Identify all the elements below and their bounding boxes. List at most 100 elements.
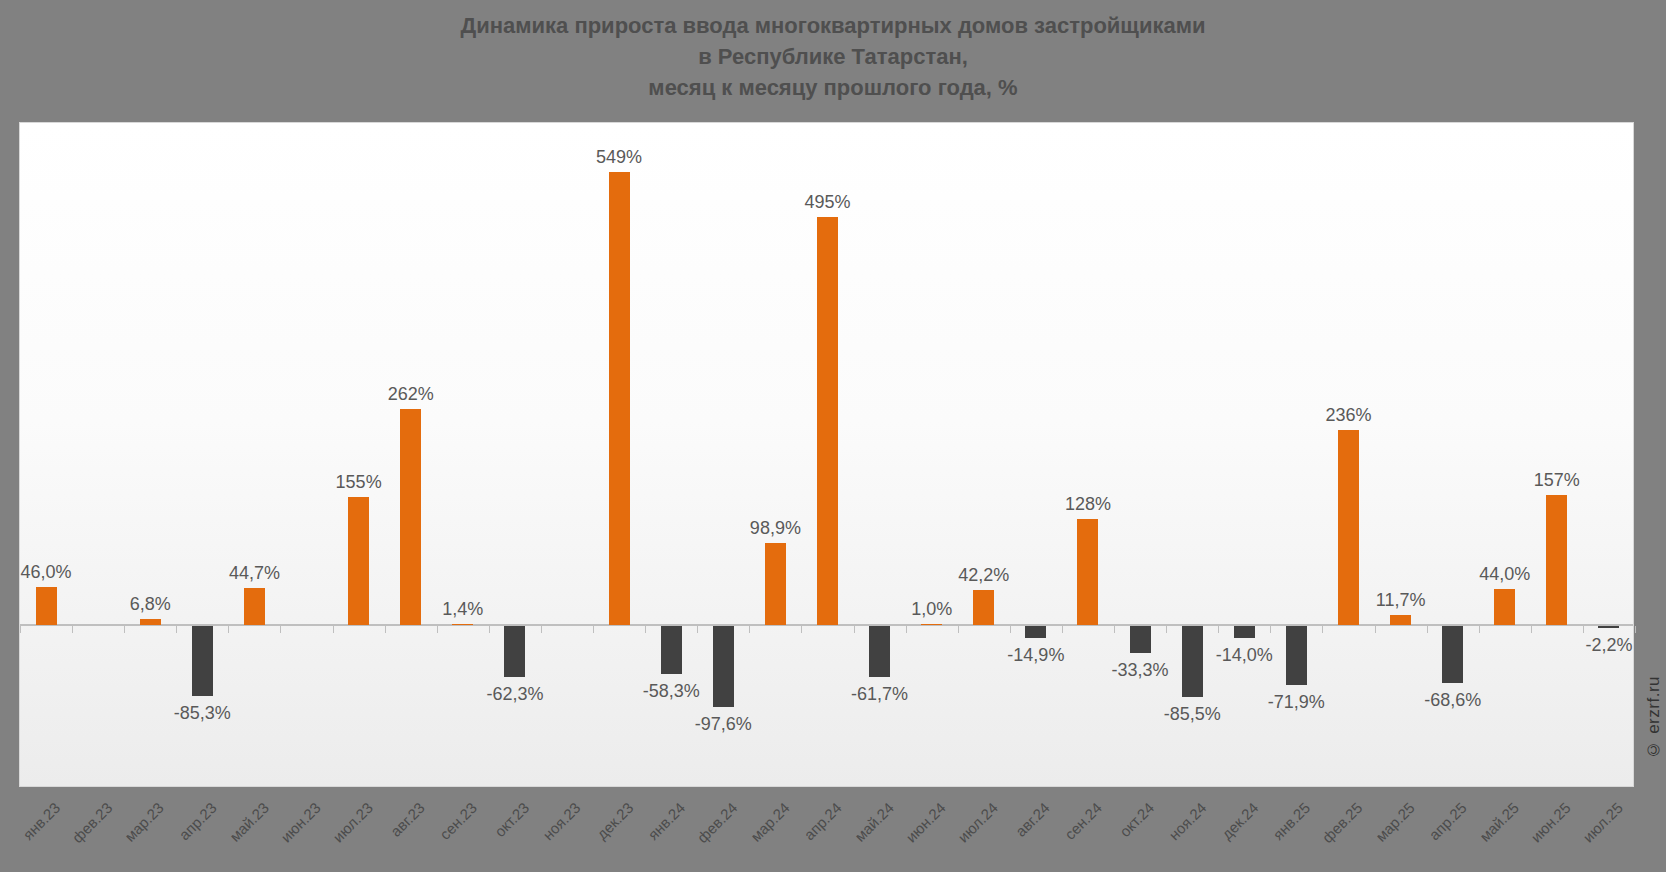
bar-value-label: 11,7%: [1376, 590, 1426, 610]
x-axis-tick: [437, 626, 438, 633]
x-axis-tick: [333, 626, 334, 633]
bar-negative: [1234, 626, 1255, 638]
bar-value-label: 44,0%: [1479, 564, 1530, 584]
bar-positive: [400, 409, 421, 625]
bar-positive: [1338, 430, 1359, 625]
bar-positive: [1077, 519, 1098, 625]
bar-positive: [244, 588, 265, 625]
bar-value-label: 236%: [1325, 405, 1371, 425]
x-tick-label: фев.23: [68, 799, 115, 846]
x-tick-label: июн.25: [1527, 799, 1574, 846]
bar-positive: [348, 497, 369, 625]
watermark: © erzrf.ru: [1644, 676, 1664, 759]
bar-negative: [1286, 626, 1307, 685]
x-axis-tick: [593, 626, 594, 633]
x-axis-tick: [1635, 626, 1636, 633]
bar-value-label: -14,9%: [1007, 645, 1064, 665]
x-tick-label: янв.23: [19, 799, 63, 843]
x-axis-tick: [1427, 626, 1428, 633]
x-axis-tick: [1531, 626, 1532, 633]
bar-positive: [36, 587, 57, 625]
x-tick-label: май.24: [851, 799, 897, 845]
bar-value-label: 46,0%: [21, 562, 72, 582]
x-tick-label: мар.23: [121, 799, 167, 845]
x-tick-label: янв.25: [1269, 799, 1313, 843]
x-axis-tick: [72, 626, 73, 633]
plot-area: 46,0%6,8%-85,3%44,7%155%262%1,4%-62,3%54…: [19, 122, 1634, 787]
x-axis-tick: [958, 626, 959, 633]
chart-title: Динамика прироста ввода многоквартирных …: [0, 10, 1666, 103]
bar-positive: [973, 590, 994, 625]
bar-value-label: -85,5%: [1164, 704, 1221, 724]
x-axis-tick: [1322, 626, 1323, 633]
x-axis-tick: [854, 626, 855, 633]
bar-positive: [140, 619, 161, 625]
x-tick-label: май.25: [1476, 799, 1522, 845]
bar-value-label: -85,3%: [174, 703, 231, 723]
x-tick-label: июн.24: [902, 799, 949, 846]
x-axis-tick: [176, 626, 177, 633]
x-tick-label: авг.24: [1012, 799, 1053, 840]
bar-negative: [1025, 626, 1046, 638]
x-tick-label: фев.25: [1318, 799, 1365, 846]
x-tick-label: мар.25: [1372, 799, 1418, 845]
bar-value-label: -71,9%: [1268, 692, 1325, 712]
x-axis-tick: [1375, 626, 1376, 633]
bar-value-label: -68,6%: [1424, 690, 1481, 710]
x-tick-label: июл.23: [329, 799, 376, 846]
x-tick-label: ноя.24: [1165, 799, 1209, 843]
bar-value-label: -14,0%: [1216, 645, 1273, 665]
x-tick-label: сен.24: [1061, 799, 1105, 843]
x-axis-tick: [645, 626, 646, 633]
x-tick-label: май.23: [226, 799, 272, 845]
bar-value-label: 98,9%: [750, 518, 801, 538]
bar-negative: [1598, 626, 1619, 628]
x-axis-tick: [124, 626, 125, 633]
x-axis-tick: [541, 626, 542, 633]
bar-value-label: -61,7%: [851, 684, 908, 704]
bar-negative: [1442, 626, 1463, 683]
bar-value-label: 549%: [596, 147, 642, 167]
x-axis-tick: [1114, 626, 1115, 633]
x-axis-tick: [489, 626, 490, 633]
bar-positive: [817, 217, 838, 625]
bar-value-label: 44,7%: [229, 563, 280, 583]
x-axis-tick: [697, 626, 698, 633]
x-axis-tick: [1479, 626, 1480, 633]
x-axis-tick: [228, 626, 229, 633]
x-axis-tick: [801, 626, 802, 633]
bar-value-label: -33,3%: [1112, 660, 1169, 680]
x-axis-tick: [906, 626, 907, 633]
chart-title-line1: Динамика прироста ввода многоквартирных …: [0, 10, 1666, 41]
bar-negative: [504, 626, 525, 677]
bar-value-label: 262%: [388, 384, 434, 404]
bar-negative: [869, 626, 890, 677]
x-axis-tick: [1583, 626, 1584, 633]
x-axis-tick: [1270, 626, 1271, 633]
bar-negative: [661, 626, 682, 674]
x-axis-tick: [280, 626, 281, 633]
x-axis-tick: [1166, 626, 1167, 633]
x-axis-tick: [20, 626, 21, 633]
x-axis-tick: [1062, 626, 1063, 633]
bar-value-label: 157%: [1534, 470, 1580, 490]
bar-value-label: 42,2%: [958, 565, 1009, 585]
bar-value-label: 155%: [336, 472, 382, 492]
x-tick-label: авг.23: [387, 799, 428, 840]
x-tick-label: июн.23: [277, 799, 324, 846]
x-axis-tick: [749, 626, 750, 633]
bar-value-label: -2,2%: [1585, 635, 1632, 655]
bar-negative: [192, 626, 213, 696]
bar-value-label: 495%: [804, 192, 850, 212]
x-tick-label: ноя.23: [540, 799, 584, 843]
chart-title-line2: в Республике Татарстан,: [0, 41, 1666, 72]
x-tick-label: дек.24: [1218, 799, 1261, 842]
bar-negative: [713, 626, 734, 707]
x-tick-label: мар.24: [747, 799, 793, 845]
x-axis-tick: [385, 626, 386, 633]
bar-positive: [452, 624, 473, 625]
x-tick-label: окт.23: [491, 799, 532, 840]
bar-positive: [1494, 589, 1515, 625]
x-axis-tick: [1218, 626, 1219, 633]
x-tick-label: июл.25: [1579, 799, 1626, 846]
